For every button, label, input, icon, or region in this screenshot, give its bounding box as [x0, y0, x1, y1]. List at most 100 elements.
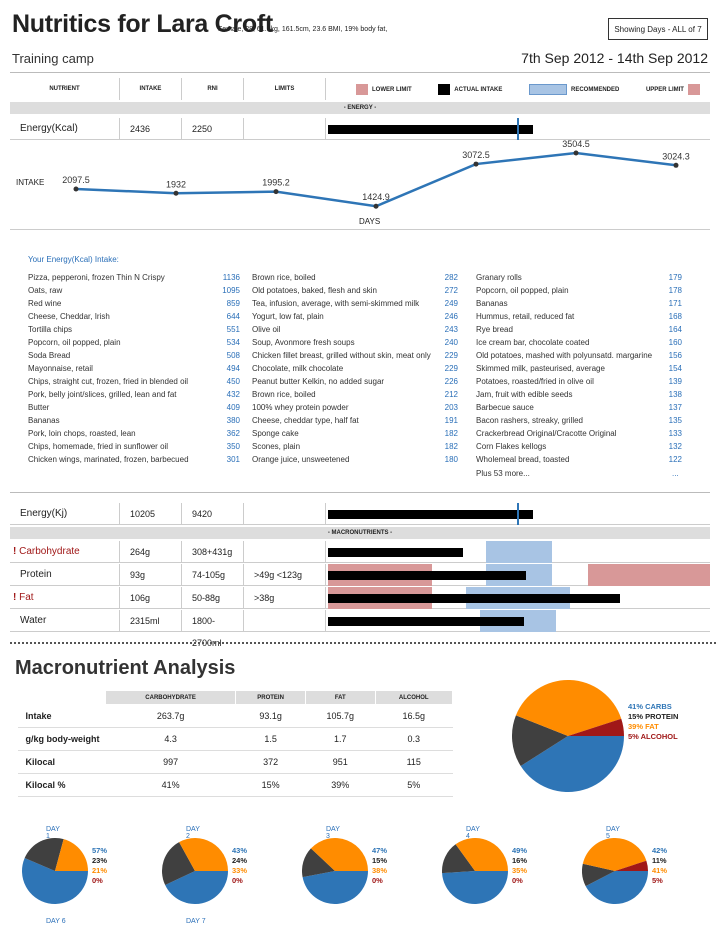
showing-days-button[interactable]: Showing Days - ALL of 7 — [608, 18, 708, 40]
cell: 997 — [105, 750, 236, 774]
carbohydrate-row[interactable]: ! Carbohydrate 264g 308+431g — [10, 541, 710, 563]
pie-slice — [24, 838, 64, 871]
col-protein: PROTEIN — [235, 690, 307, 705]
pie-slice — [455, 838, 508, 871]
list-item: Barbecue sauce 137 — [476, 403, 682, 416]
kcal-value: 350 — [226, 442, 240, 451]
protein-row[interactable]: Protein 93g 74-105g >49g <123g — [10, 564, 710, 586]
recommended-swatch — [529, 83, 567, 95]
food-name: Hummus, retail, reduced fat — [476, 312, 575, 321]
pie-slice — [582, 863, 615, 887]
pie-slice — [302, 871, 368, 904]
macro-pie-chart — [512, 680, 624, 792]
day-carbs: 57% — [92, 846, 108, 855]
food-name: Skimmed milk, pasteurised, average — [476, 364, 605, 373]
y-axis-label: INTAKE — [16, 178, 45, 187]
pie-slice — [302, 848, 335, 878]
food-name: Yogurt, low fat, plain — [252, 312, 324, 321]
list-item: Brown rice, boiled 212 — [252, 390, 458, 403]
food-name: Chocolate, milk chocolate — [252, 364, 344, 373]
limits-value — [244, 610, 326, 632]
pie-slice — [512, 715, 568, 767]
intake-column-1: Pizza, pepperoni, frozen Thin N Crispy 11… — [28, 273, 240, 468]
cell: 951 — [305, 750, 376, 774]
intake-value: 93g — [120, 564, 182, 586]
energy-kj-row[interactable]: Energy(Kj) 10205 9420 — [10, 503, 710, 525]
rni-value: 74-105g — [182, 564, 244, 586]
list-item: Ice cream bar, chocolate coated 160 — [476, 338, 682, 351]
kcal-value: 534 — [226, 338, 240, 347]
day-fat: 41% — [652, 866, 668, 875]
row-label: Kilocal — [17, 750, 106, 774]
fat-row[interactable]: ! Fat 106g 50-88g >38g — [10, 587, 710, 609]
kcal-value: 644 — [226, 312, 240, 321]
lower-swatch — [356, 83, 368, 95]
day-carbs: 42% — [652, 846, 668, 855]
day-carbs: 47% — [372, 846, 388, 855]
day-label: DAY 3 — [326, 826, 340, 840]
day-fat: 21% — [92, 866, 108, 875]
list-item: Pork, loin chops, roasted, lean 362 — [28, 429, 240, 442]
row-label: g/kg body-weight — [17, 727, 106, 751]
list-item: Yogurt, low fat, plain 246 — [252, 312, 458, 325]
recommended-range — [486, 541, 552, 563]
kcal-value: 1095 — [222, 286, 240, 295]
rni-value: 9420 — [182, 503, 244, 525]
nutrient-name: Energy(Kj) — [10, 503, 120, 525]
table-row: Intake 263.7g 93.1g 105.7g 16.5g — [17, 704, 453, 728]
list-item: Red wine 859 — [28, 299, 240, 312]
list-item: Wholemeal bread, toasted 122 — [476, 455, 682, 468]
cell: 0.3 — [375, 727, 453, 751]
kcal-value: 432 — [226, 390, 240, 399]
line-chart-svg: 2097.5 1932 1995.2 1424.9 3072.5 3504.5 3024.3 — [62, 140, 690, 209]
data-point — [273, 189, 279, 195]
col-rni: RNI — [182, 78, 244, 100]
water-row[interactable]: Water 2315ml 1800-2700ml — [10, 610, 710, 648]
kcal-value: 226 — [444, 377, 458, 386]
day-alcohol: 0% — [372, 876, 383, 885]
food-name: Soda Bread — [28, 351, 71, 360]
list-item: Soup, Avonmore fresh soups 240 — [252, 338, 458, 351]
day-protein: 16% — [512, 856, 528, 865]
more-items-text: Plus 53 more... — [476, 469, 530, 478]
plan-name: Training camp — [12, 51, 94, 66]
list-item: Hummus, retail, reduced fat 168 — [476, 312, 682, 325]
data-label: 1424.9 — [362, 192, 390, 202]
food-name: Chips, homemade, fried in sunflower oil — [28, 442, 169, 451]
food-name: Popcorn, oil popped, plain — [476, 286, 569, 295]
food-name: Pork, belly joint/slices, grilled, lean … — [28, 390, 177, 399]
legend-protein: 15% PROTEIN — [628, 712, 679, 721]
cell: 41% — [105, 773, 236, 797]
list-item: Chicken fillet breast, grilled without s… — [252, 351, 458, 364]
more-items-link[interactable]: ... — [672, 469, 679, 478]
rni-value: 1800-2700ml — [182, 610, 244, 648]
nutrient-name: ! Fat — [10, 587, 120, 609]
alert-flag: ! — [13, 592, 17, 603]
day-6-label: DAY 6 — [46, 918, 66, 925]
day-label: DAY 2 — [186, 826, 200, 840]
data-point — [373, 203, 379, 209]
food-name: Butter — [28, 403, 50, 412]
food-name: Orange juice, unsweetened — [252, 455, 350, 464]
kcal-value: 137 — [668, 403, 682, 412]
legend-recommended: RECOMMENDED — [529, 83, 619, 95]
nutrient-name: Protein — [10, 564, 120, 586]
day-carbs: 43% — [232, 846, 248, 855]
list-item: Brown rice, boiled 282 — [252, 273, 458, 286]
kcal-value: 859 — [226, 299, 240, 308]
food-name: Granary rolls — [476, 273, 522, 282]
list-item: 100% whey protein powder 203 — [252, 403, 458, 416]
recommended-marker — [517, 118, 519, 140]
bar-legend: LOWER LIMIT ACTUAL INTAKE RECOMMENDED UP… — [326, 83, 710, 95]
intake-value: 10205 — [120, 503, 182, 525]
data-label: 2097.5 — [62, 175, 90, 185]
food-name: Bacon rashers, streaky, grilled — [476, 416, 584, 425]
kcal-value: 156 — [668, 351, 682, 360]
day-fat: 38% — [372, 866, 388, 875]
energy-kcal-row[interactable]: Energy(Kcal) 2436 2250 — [10, 118, 710, 140]
kcal-value: 240 — [444, 338, 458, 347]
legend-fat: 39% FAT — [628, 722, 659, 731]
pie-slice — [310, 838, 368, 871]
kcal-value: 133 — [668, 429, 682, 438]
actual-intake-bar — [328, 125, 533, 134]
